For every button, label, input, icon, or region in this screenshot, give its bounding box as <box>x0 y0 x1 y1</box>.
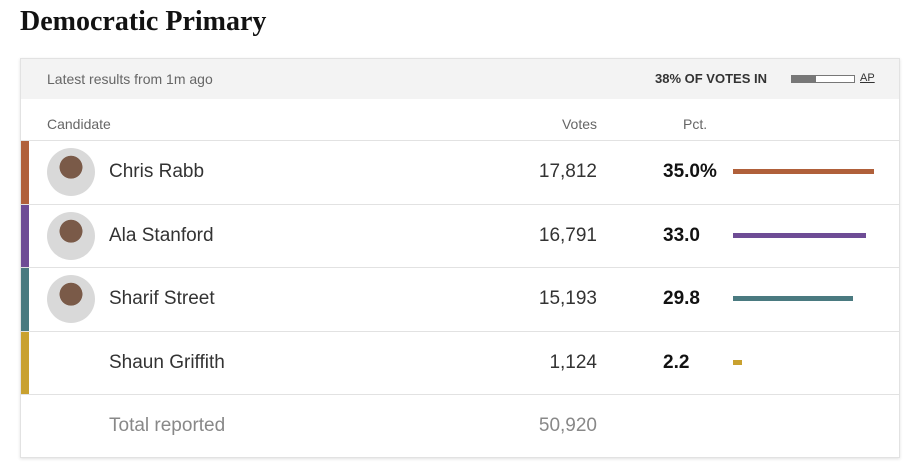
pct: 2.2 <box>663 351 690 373</box>
party-stripe <box>21 141 29 204</box>
title: Democratic Primary <box>20 6 267 37</box>
total-votes: 50,920 <box>538 415 597 436</box>
pct: 29.8 <box>663 288 700 309</box>
total-label: Total reported <box>109 415 226 436</box>
candidate-name: Shaun Griffith <box>109 351 225 373</box>
candidate-row: Sharif Street 15,193 29.8 <box>21 267 899 331</box>
pct-bar <box>733 169 875 174</box>
candidate-photo <box>47 211 95 260</box>
party-stripe <box>21 268 29 331</box>
pct: 33.0 <box>663 224 700 246</box>
column-header: Pct. <box>683 116 708 132</box>
column-header: Votes <box>561 116 597 132</box>
progress-track <box>791 75 855 83</box>
pct-bar <box>733 359 742 365</box>
status-band: Latest results from 1m ago 38% OF VOTES … <box>21 59 899 99</box>
candidate-name: Sharif Street <box>109 288 215 309</box>
updated: Latest results from 1m ago <box>47 71 213 87</box>
candidate-name: Chris Rabb <box>109 161 205 182</box>
candidate-row: Shaun Griffith 1,124 2.2 <box>21 330 899 395</box>
votes-in-label: 38% OF VOTES IN <box>655 71 767 86</box>
candidate-name: Ala Stanford <box>109 224 214 246</box>
column-header: Candidate <box>47 116 111 132</box>
candidate-photo <box>47 275 95 323</box>
party-stripe <box>21 204 29 268</box>
results-table: Latest results from 1m ago 38% OF VOTES … <box>20 58 900 458</box>
progress-fill <box>792 76 816 82</box>
votes: 17,812 <box>538 161 597 182</box>
candidate-photo <box>47 148 95 196</box>
pct-bar <box>733 296 854 301</box>
candidate-row: Ala Stanford 16,791 33.0 <box>21 203 899 268</box>
party-stripe <box>21 331 29 395</box>
pct-bar <box>733 232 866 238</box>
total-row: Total reported 50,920 <box>21 394 899 458</box>
votes: 16,791 <box>538 224 597 246</box>
candidate-row: Chris Rabb 17,812 35.0% <box>21 140 899 204</box>
votes: 1,124 <box>549 351 597 373</box>
pct: 35.0% <box>663 161 717 182</box>
source-link[interactable]: AP <box>860 72 875 84</box>
votes: 15,193 <box>538 288 597 309</box>
